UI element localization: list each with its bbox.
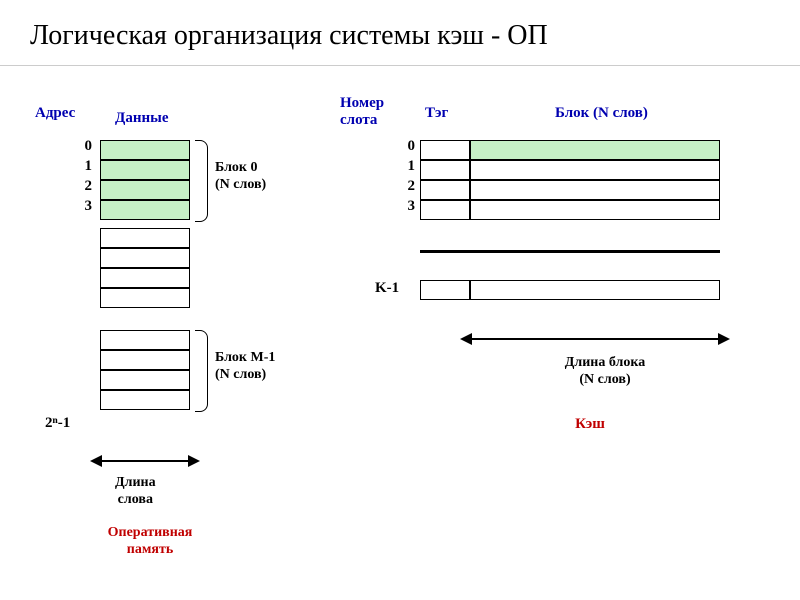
- mm-cell: [100, 200, 190, 220]
- cache-last-index: K-1: [375, 280, 399, 297]
- mm-cell: [100, 350, 190, 370]
- mm-index-0: 0: [72, 138, 92, 155]
- label-block0-l2: (N слов): [215, 177, 266, 192]
- label-block0-l1: Блок 0: [215, 160, 258, 175]
- label-word-length: Длина слова: [115, 475, 156, 509]
- mm-cell: [100, 180, 190, 200]
- mm-cell: [100, 330, 190, 350]
- caption-main-memory: Оперативная память: [90, 525, 210, 559]
- label-blockM-l1: Блок М-1: [215, 350, 275, 365]
- mm-cell: [100, 228, 190, 248]
- header-tag: Тэг: [425, 105, 448, 122]
- mm-cell: [100, 160, 190, 180]
- cache-tag-cell: [420, 180, 470, 200]
- label-block-length-l1: Длина блока: [565, 355, 645, 370]
- cache-block-cell: [470, 200, 720, 220]
- arrow-head-right-icon: [718, 333, 730, 345]
- cache-index-0: 0: [395, 138, 415, 155]
- arrow-head-right-icon: [188, 455, 200, 467]
- label-block-length-l2: (N слов): [579, 372, 630, 387]
- cache-block-cell: [470, 140, 720, 160]
- cache-tag-cell: [420, 280, 470, 300]
- header-slot-number: Номер слота: [340, 95, 400, 130]
- label-word-length-l1: Длина: [115, 475, 156, 490]
- mm-index-2: 2: [72, 178, 92, 195]
- cache-index-1: 1: [395, 158, 415, 175]
- mm-cell: [100, 288, 190, 308]
- mm-last-index: 2ⁿ-1: [45, 415, 70, 432]
- label-blockM-l2: (N слов): [215, 367, 266, 382]
- mm-cell: [100, 140, 190, 160]
- label-word-length-l2: слова: [118, 492, 153, 507]
- cache-tag-cell: [420, 140, 470, 160]
- mm-cell: [100, 268, 190, 288]
- label-block-length: Длина блока (N слов): [545, 355, 665, 389]
- mm-cell: [100, 248, 190, 268]
- header-block-nwords: Блок (N слов): [555, 105, 648, 122]
- arrow-line: [472, 338, 718, 340]
- divider: [0, 65, 800, 66]
- cache-tag-cell: [420, 200, 470, 220]
- mm-cell: [100, 370, 190, 390]
- cache-block-cell: [470, 280, 720, 300]
- header-address: Адрес: [35, 105, 75, 122]
- cache-index-2: 2: [395, 178, 415, 195]
- brace-blockM: [195, 330, 208, 412]
- arrow-head-left-icon: [460, 333, 472, 345]
- arrow-head-left-icon: [90, 455, 102, 467]
- arrow-line: [102, 460, 188, 462]
- header-data: Данные: [115, 110, 168, 127]
- mm-index-3: 3: [72, 198, 92, 215]
- label-blockM: Блок М-1 (N слов): [215, 350, 275, 384]
- cache-tag-cell: [420, 160, 470, 180]
- page-title: Логическая организация системы кэш - ОП: [30, 20, 548, 52]
- cache-index-3: 3: [395, 198, 415, 215]
- cache-gap-bar: [420, 250, 720, 253]
- label-block0: Блок 0 (N слов): [215, 160, 266, 194]
- caption-cache: Кэш: [560, 415, 620, 433]
- cache-block-cell: [470, 180, 720, 200]
- cache-block-cell: [470, 160, 720, 180]
- mm-cell: [100, 390, 190, 410]
- mm-index-1: 1: [72, 158, 92, 175]
- brace-block0: [195, 140, 208, 222]
